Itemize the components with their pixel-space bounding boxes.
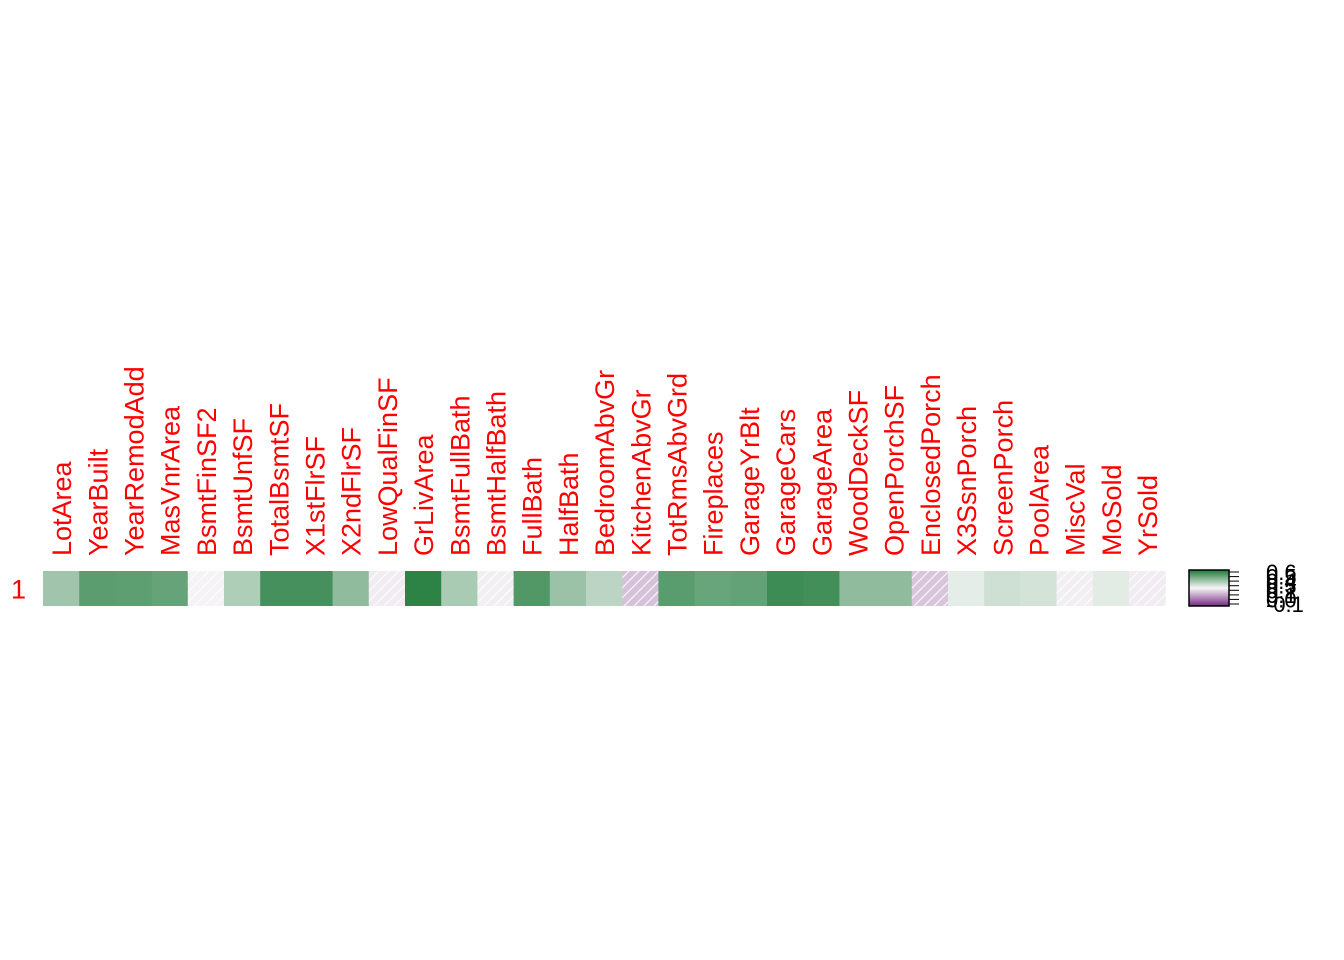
- column-label-YearRemodAdd: YearRemodAdd: [120, 366, 150, 556]
- heatmap-cell-GrLivArea: [405, 571, 442, 606]
- column-label-YrSold: YrSold: [1133, 475, 1163, 556]
- heatmap-cell-hatch-LowQualFinSF: [368, 571, 406, 606]
- heatmap-cell-BsmtUnfSF: [224, 571, 261, 606]
- legend-color-bar: [1188, 569, 1230, 607]
- heatmap-cell-WoodDeckSF: [839, 571, 877, 606]
- color-legend: 0.60.50.40.30.20.10.0-0.1: [1188, 560, 1304, 617]
- column-label-BsmtFullBath: BsmtFullBath: [445, 395, 475, 556]
- column-label-OpenPorchSF: OpenPorchSF: [880, 385, 910, 556]
- column-label-GarageCars: GarageCars: [771, 409, 801, 556]
- heatmap-cell-GarageCars: [767, 571, 804, 606]
- heatmap-cell-BedroomAbvGr: [586, 571, 623, 606]
- column-label-BsmtHalfBath: BsmtHalfBath: [482, 391, 512, 556]
- column-label-Fireplaces: Fireplaces: [699, 431, 729, 556]
- column-label-FullBath: FullBath: [518, 457, 548, 556]
- column-label-GarageArea: GarageArea: [807, 408, 837, 556]
- column-label-HalfBath: HalfBath: [554, 452, 584, 556]
- heatmap-cell-hatch-YrSold: [1129, 571, 1166, 606]
- heatmap-cell-hatch-KitchenAbvGr: [622, 571, 659, 606]
- column-labels: LotArea YearBuilt YearRemodAdd MasVnrArea Bs…: [47, 366, 1163, 556]
- heatmap-cell-X2ndFlrSF: [332, 571, 370, 606]
- heatmap-cell-PoolArea: [1020, 571, 1058, 606]
- column-label-KitchenAbvGr: KitchenAbvGr: [626, 389, 656, 556]
- heatmap-cell-YearRemodAdd: [115, 571, 153, 606]
- legend-tick-label: 0.0: [1266, 587, 1297, 612]
- legend-tick-label: 0.5: [1266, 565, 1297, 590]
- column-label-ScreenPorch: ScreenPorch: [988, 400, 1018, 556]
- heatmap-cell-LotArea: [43, 571, 80, 606]
- row-labels: 1: [11, 575, 26, 605]
- heatmap-cell-FullBath: [513, 571, 551, 606]
- heatmap-cell-hatch-EnclosedPorch: [911, 571, 949, 606]
- column-label-X2ndFlrSF: X2ndFlrSF: [337, 427, 367, 556]
- heatmap-cell-Fireplaces: [694, 571, 732, 606]
- column-label-BsmtUnfSF: BsmtUnfSF: [228, 418, 258, 556]
- heatmap-cell-hatch-MiscVal: [1056, 571, 1094, 606]
- heatmap-cells: [43, 571, 1166, 606]
- column-label-MiscVal: MiscVal: [1061, 463, 1091, 556]
- legend-tick-label: 0.6: [1266, 560, 1297, 585]
- heatmap-cell-MasVnrArea: [151, 571, 189, 606]
- heatmap-cell-MoSold: [1092, 571, 1130, 606]
- column-label-LotArea: LotArea: [47, 460, 77, 556]
- heatmap-cell-GarageYrBlt: [730, 571, 768, 606]
- heatmap-cell-BsmtFullBath: [441, 571, 478, 606]
- column-label-BsmtFinSF2: BsmtFinSF2: [192, 407, 222, 556]
- heatmap-cell-hatch-BsmtFinSF2: [187, 571, 225, 606]
- column-label-GrLivArea: GrLivArea: [409, 433, 439, 556]
- legend-tick-label: 0.4: [1266, 569, 1297, 594]
- column-label-WoodDeckSF: WoodDeckSF: [844, 390, 874, 556]
- heatmap-cell-YearBuilt: [79, 571, 116, 606]
- heatmap-cell-hatch-BsmtHalfBath: [477, 571, 515, 606]
- legend-tick-label: -0.1: [1266, 592, 1304, 617]
- heatmap-cell-TotalBsmtSF: [260, 571, 297, 606]
- heatmap-cell-TotRmsAbvGrd: [658, 571, 696, 606]
- column-label-GarageYrBlt: GarageYrBlt: [735, 407, 765, 556]
- heatmap-cell-HalfBath: [549, 571, 587, 606]
- heatmap-cell-X3SsnPorch: [948, 571, 985, 606]
- column-label-TotRmsAbvGrd: TotRmsAbvGrd: [663, 373, 693, 556]
- column-label-MasVnrArea: MasVnrArea: [156, 405, 186, 556]
- column-label-YearBuilt: YearBuilt: [83, 448, 113, 556]
- heatmap-cell-GarageArea: [803, 571, 840, 606]
- column-label-EnclosedPorch: EnclosedPorch: [916, 374, 946, 556]
- column-label-MoSold: MoSold: [1097, 464, 1127, 556]
- column-label-PoolArea: PoolArea: [1025, 444, 1055, 556]
- column-label-X1stFlrSF: X1stFlrSF: [301, 436, 331, 556]
- column-label-X3SsnPorch: X3SsnPorch: [952, 406, 982, 556]
- column-label-LowQualFinSF: LowQualFinSF: [373, 377, 403, 556]
- heatmap-cell-OpenPorchSF: [875, 571, 913, 606]
- legend-tick-label: 0.1: [1266, 583, 1297, 608]
- column-label-BedroomAbvGr: BedroomAbvGr: [590, 370, 620, 556]
- row-label: 1: [11, 575, 26, 605]
- heatmap-cell-ScreenPorch: [984, 571, 1021, 606]
- legend-tick-label: 0.2: [1266, 578, 1297, 603]
- heatmap-cell-X1stFlrSF: [296, 571, 334, 606]
- column-label-TotalBsmtSF: TotalBsmtSF: [264, 403, 294, 556]
- legend-tick-label: 0.3: [1266, 574, 1297, 599]
